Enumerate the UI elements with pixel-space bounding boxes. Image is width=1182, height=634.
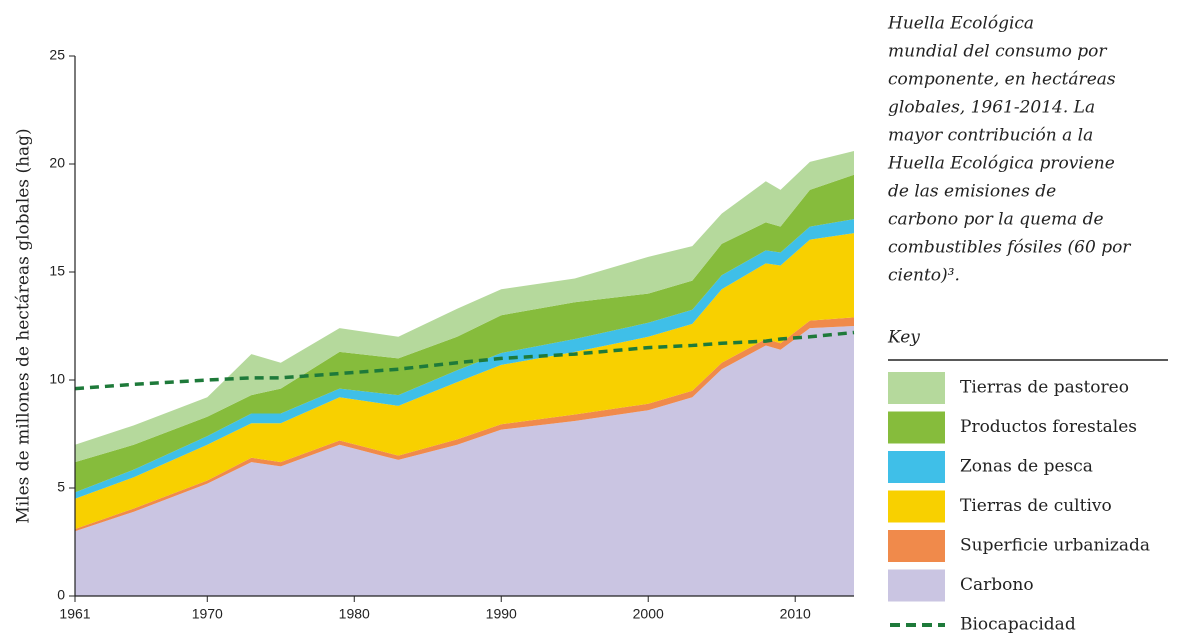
area xyxy=(75,326,854,596)
area xyxy=(75,174,854,493)
area xyxy=(75,233,854,530)
legend-swatch xyxy=(888,451,945,483)
legend-label: Zonas de pesca xyxy=(960,457,1093,477)
x-tick-label: 2000 xyxy=(633,606,664,622)
legend-label: Tierras de pastoreo xyxy=(960,378,1129,398)
legend-swatch xyxy=(888,530,945,562)
x-tick-label: 1970 xyxy=(192,606,223,622)
line xyxy=(74,330,855,391)
x-tick-label: 1990 xyxy=(486,606,517,622)
legend-label: Biocapacidad xyxy=(960,615,1076,634)
caption-line: globales, 1961-2014. La xyxy=(888,98,1095,118)
caption-line: de las emisiones de xyxy=(888,182,1056,202)
y-tick-label: 20 xyxy=(49,155,65,171)
caption-line: Huella Ecológica xyxy=(887,14,1034,34)
area xyxy=(75,151,854,463)
y-tick-label: 5 xyxy=(57,479,65,495)
caption-line: mayor contribución a la xyxy=(888,126,1093,146)
legend-label: Tierras de cultivo xyxy=(960,496,1112,516)
y-tick-label: 25 xyxy=(49,47,65,63)
legend-label: Productos forestales xyxy=(960,417,1137,437)
legend-label: Carbono xyxy=(960,575,1034,595)
legend-swatch xyxy=(888,372,945,404)
legend-label: Superficie urbanizada xyxy=(960,536,1150,556)
caption-line: Huella Ecológica proviene xyxy=(887,154,1115,174)
y-tick-label: 0 xyxy=(57,587,65,603)
y-tick-label: 15 xyxy=(49,263,65,279)
y-axis-label: Miles de millones de hectáreas globales … xyxy=(14,128,34,523)
legend-swatch xyxy=(888,411,945,444)
legend-swatch xyxy=(888,490,945,523)
caption-line: ciento)³. xyxy=(888,266,960,286)
caption-line: carbono por la quema de xyxy=(888,210,1104,230)
caption-line: mundial del consumo por xyxy=(888,42,1107,62)
x-tick-label: 2010 xyxy=(780,606,811,622)
legend-title: Key xyxy=(887,328,920,348)
y-tick-label: 10 xyxy=(49,371,65,387)
caption-line: componente, en hectáreas xyxy=(888,70,1116,90)
x-tick-label: 1961 xyxy=(59,606,90,622)
legend-swatch xyxy=(888,569,945,602)
x-tick-label: 1980 xyxy=(339,606,370,622)
caption-line: combustibles fósiles (60 por xyxy=(888,238,1131,258)
